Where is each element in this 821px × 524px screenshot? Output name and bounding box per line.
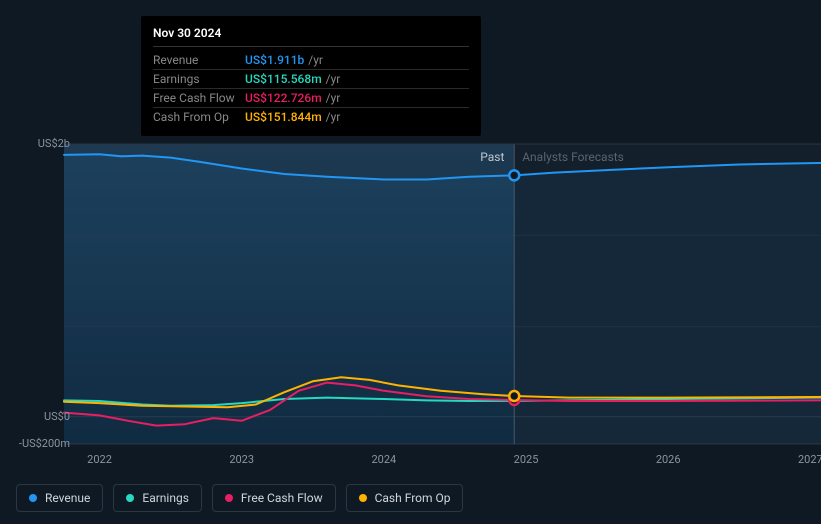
tooltip-value: US$115.568m: [245, 72, 322, 86]
legend-item-revenue[interactable]: Revenue: [16, 484, 103, 512]
x-tick-label: 2027: [798, 453, 821, 466]
tooltip-label: Earnings: [153, 72, 245, 86]
legend-item-earnings[interactable]: Earnings: [113, 484, 202, 512]
legend-item-fcf[interactable]: Free Cash Flow: [212, 484, 336, 512]
tooltip-label: Free Cash Flow: [153, 91, 245, 105]
y-tick-label: US$2b: [0, 137, 70, 150]
x-tick-label: 2022: [87, 453, 112, 466]
legend-dot-icon: [29, 494, 37, 502]
x-tick-label: 2026: [656, 453, 681, 466]
tooltip-label: Cash From Op: [153, 110, 245, 124]
tooltip-row: RevenueUS$1.911b/yr: [153, 51, 469, 70]
tooltip-label: Revenue: [153, 53, 245, 67]
x-tick-label: 2024: [371, 453, 396, 466]
x-tick-label: 2023: [229, 453, 254, 466]
tooltip-value: US$151.844m: [245, 110, 322, 124]
legend-label: Cash From Op: [375, 491, 451, 505]
tooltip-value: US$1.911b: [245, 53, 304, 67]
legend-dot-icon: [225, 494, 233, 502]
tooltip-date: Nov 30 2024: [153, 26, 469, 47]
forecast-label: Analysts Forecasts: [522, 150, 624, 164]
tooltip-unit: /yr: [326, 110, 341, 124]
tooltip-unit: /yr: [308, 53, 323, 67]
legend-label: Free Cash Flow: [241, 491, 323, 505]
tooltip-value: US$122.726m: [245, 91, 322, 105]
legend-label: Revenue: [45, 491, 90, 505]
legend-item-cfo[interactable]: Cash From Op: [346, 484, 464, 512]
x-tick-label: 2025: [514, 453, 539, 466]
y-tick-label: US$0: [0, 410, 70, 423]
tooltip-row: EarningsUS$115.568m/yr: [153, 70, 469, 89]
tooltip-unit: /yr: [326, 91, 341, 105]
legend: Revenue Earnings Free Cash Flow Cash From O…: [16, 484, 463, 512]
legend-dot-icon: [126, 494, 134, 502]
y-tick-label: -US$200m: [0, 437, 70, 450]
tooltip-row: Cash From OpUS$151.844m/yr: [153, 108, 469, 126]
past-label: Past: [480, 150, 504, 164]
tooltip-row: Free Cash FlowUS$122.726m/yr: [153, 89, 469, 108]
legend-dot-icon: [359, 494, 367, 502]
legend-label: Earnings: [142, 491, 189, 505]
chart-tooltip: Nov 30 2024 RevenueUS$1.911b/yrEarningsU…: [141, 16, 481, 136]
tooltip-unit: /yr: [326, 72, 341, 86]
